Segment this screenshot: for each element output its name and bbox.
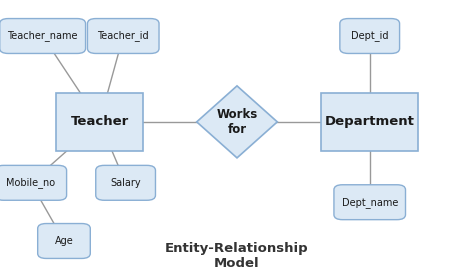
FancyBboxPatch shape [96,165,155,200]
FancyBboxPatch shape [88,19,159,53]
Text: Entity-Relationship
Model: Entity-Relationship Model [165,242,309,270]
Text: Teacher_id: Teacher_id [98,30,149,42]
FancyBboxPatch shape [0,165,66,200]
Text: Works
for: Works for [216,108,258,136]
Polygon shape [197,86,277,158]
FancyBboxPatch shape [334,185,405,220]
FancyBboxPatch shape [321,93,418,151]
FancyBboxPatch shape [56,93,143,151]
Text: Teacher: Teacher [71,116,128,128]
Text: Dept_name: Dept_name [342,197,398,208]
Text: Dept_id: Dept_id [351,30,389,42]
Text: Department: Department [325,116,415,128]
FancyBboxPatch shape [340,19,400,53]
Text: Mobile_no: Mobile_no [6,177,55,188]
FancyBboxPatch shape [0,19,85,53]
FancyBboxPatch shape [37,224,90,258]
Text: Salary: Salary [110,178,141,188]
Text: Teacher_name: Teacher_name [8,30,78,42]
Text: Age: Age [55,236,73,246]
